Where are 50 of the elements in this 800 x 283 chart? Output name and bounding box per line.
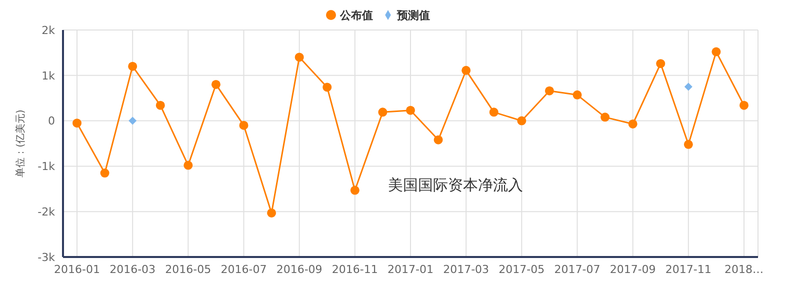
x-tick-label: 2017-11 (665, 262, 712, 276)
point (156, 100, 165, 110)
x-tick-label: 2018… (724, 262, 764, 276)
point (572, 90, 582, 100)
point (656, 59, 666, 68)
x-tick-label: 2016-11 (332, 262, 378, 276)
x-tick-label: 2016-09 (276, 262, 322, 276)
point (740, 100, 748, 110)
point (462, 66, 471, 75)
point (294, 52, 304, 62)
point (350, 186, 360, 195)
point (406, 106, 415, 115)
point (128, 116, 137, 125)
point (100, 168, 110, 178)
point (128, 62, 138, 71)
point (517, 116, 526, 126)
point (239, 120, 248, 130)
legend-label: 公布值 (340, 9, 373, 22)
y-tick-label: -2k (38, 206, 56, 219)
point (684, 140, 693, 149)
point (184, 160, 193, 170)
x-tick-label: 2016-07 (220, 262, 267, 276)
point (712, 47, 721, 56)
point (489, 108, 498, 117)
x-tick-label: 2017-01 (388, 262, 434, 276)
x-tick-label: 2016-01 (54, 262, 100, 276)
y-axis-title: 单位：(亿美元) (14, 110, 27, 178)
x-tick-label: 2016-05 (165, 262, 212, 276)
x-tick-label: 2017-05 (498, 262, 545, 276)
point (544, 86, 554, 96)
x-tick-label: 2017-07 (554, 262, 600, 276)
point (600, 112, 610, 122)
point (434, 135, 443, 144)
point (628, 119, 638, 128)
y-tick-label: 1k (42, 69, 56, 82)
point (684, 82, 692, 91)
point (267, 208, 276, 218)
point (211, 80, 220, 89)
y-tick-label: 0 (48, 114, 55, 128)
point (378, 108, 388, 117)
y-tick-label: -3k (38, 250, 56, 264)
legend-label: 预测值 (397, 9, 430, 22)
chart-caption: 美国国际资本净流入 (388, 176, 523, 195)
x-tick-label: 2017-09 (610, 262, 656, 276)
x-tick-label: 2016-03 (110, 262, 156, 276)
point (322, 82, 332, 92)
point (72, 118, 82, 128)
y-tick-label: -1k (38, 160, 56, 174)
y-tick-label: 2k (42, 24, 56, 37)
x-tick-label: 2017-03 (443, 262, 490, 276)
